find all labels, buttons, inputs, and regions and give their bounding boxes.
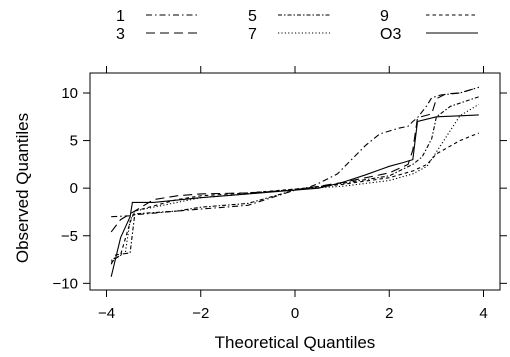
y-tick-label: 5 (70, 133, 78, 150)
series-line-7 (110, 103, 480, 261)
y-tick-label: 0 (70, 180, 78, 197)
y-tick-label: −10 (53, 275, 78, 292)
series-line-5 (110, 96, 479, 265)
legend-label: 1 (116, 8, 125, 25)
legend-label: 5 (248, 8, 257, 25)
x-tick-label: 2 (385, 305, 393, 322)
series-layer (110, 86, 480, 277)
x-tick-label: −4 (98, 305, 115, 322)
legend-label: 7 (248, 26, 257, 43)
y-tick-label: 10 (61, 85, 78, 102)
y-axis-label: Observed Quantiles (13, 113, 32, 263)
x-tick-label: 0 (291, 305, 299, 322)
x-tick-label: 4 (479, 305, 487, 322)
legend-label: O3 (380, 26, 401, 43)
plot-frame (89, 72, 501, 291)
series-line-9 (110, 132, 480, 263)
y-tick-label: −5 (61, 228, 78, 245)
axes: −4 −2 0 2 4 −10 −5 0 5 10 (53, 66, 507, 322)
legend: 13 57 9O3 (116, 8, 478, 43)
x-axis-label: Theoretical Quantiles (215, 333, 376, 352)
series-line-o3 (110, 114, 479, 277)
legend-label: 3 (116, 26, 125, 43)
x-tick-label: −2 (192, 305, 209, 322)
series-line-3 (110, 86, 479, 233)
series-line-1 (111, 86, 479, 218)
legend-label: 9 (380, 8, 389, 25)
